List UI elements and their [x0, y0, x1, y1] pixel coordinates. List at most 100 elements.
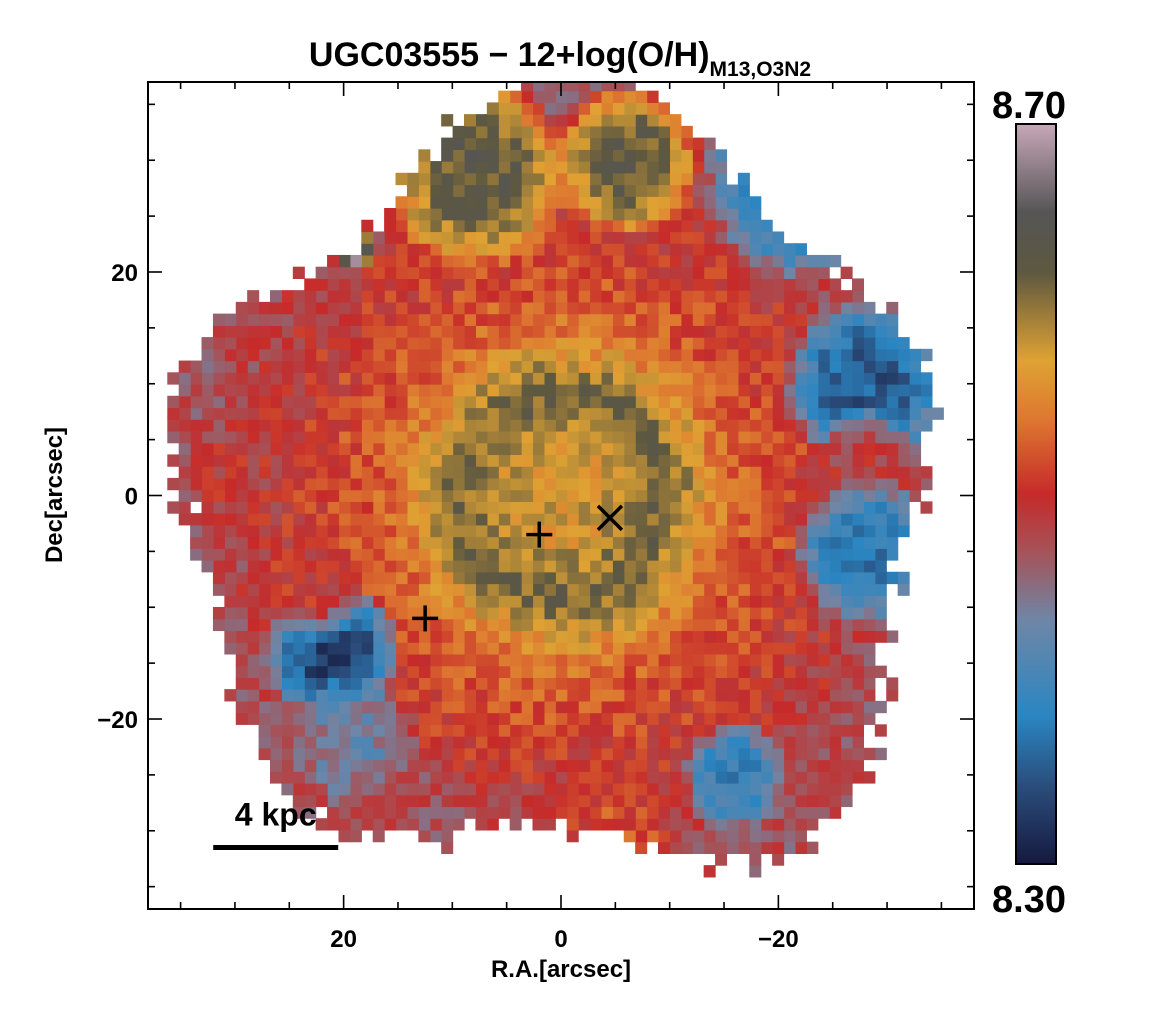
- heatmap-cell: [304, 560, 317, 573]
- heatmap-cell: [338, 360, 351, 373]
- heatmap-cell: [646, 489, 659, 502]
- heatmap-cell: [669, 184, 682, 197]
- heatmap-cell: [817, 724, 830, 737]
- heatmap-cell: [646, 196, 659, 209]
- heatmap-cell: [543, 172, 556, 186]
- heatmap-cell: [509, 219, 522, 233]
- heatmap-cell: [395, 208, 408, 221]
- heatmap-cell: [635, 208, 648, 221]
- heatmap-cell: [703, 360, 716, 373]
- heatmap-cell: [680, 771, 693, 784]
- heatmap-cell: [292, 759, 305, 772]
- heatmap-cell: [600, 184, 613, 197]
- heatmap-cell: [612, 477, 625, 491]
- heatmap-cell: [543, 560, 556, 573]
- heatmap-cell: [909, 395, 922, 409]
- heatmap-cell: [247, 337, 260, 350]
- heatmap-cell: [498, 266, 511, 280]
- heatmap-cell: [658, 841, 671, 855]
- heatmap-cell: [372, 642, 385, 655]
- heatmap-cell: [886, 536, 899, 549]
- heatmap-cell: [395, 219, 408, 233]
- heatmap-cell: [829, 712, 842, 725]
- heatmap-cell: [521, 337, 534, 350]
- heatmap-cell: [475, 571, 488, 585]
- heatmap-cell: [304, 712, 317, 725]
- heatmap-cell: [429, 548, 442, 561]
- heatmap-cell: [543, 724, 556, 737]
- heatmap-cell: [338, 407, 351, 420]
- heatmap-cell: [680, 430, 693, 444]
- heatmap-cell: [327, 665, 340, 678]
- heatmap-cell: [532, 231, 545, 244]
- heatmap-cell: [829, 642, 842, 655]
- heatmap-cell: [658, 689, 671, 702]
- heatmap-cell: [475, 161, 488, 174]
- heatmap-cell: [760, 595, 773, 608]
- heatmap-cell: [429, 747, 442, 761]
- heatmap-cell: [486, 700, 499, 714]
- heatmap-cell: [612, 712, 625, 725]
- heatmap-cell: [555, 337, 568, 350]
- heatmap-cell: [509, 172, 522, 186]
- heatmap-cell: [521, 466, 534, 479]
- heatmap-cell: [680, 290, 693, 303]
- heatmap-cell: [578, 114, 591, 127]
- heatmap-cell: [680, 630, 693, 643]
- heatmap-cell: [509, 806, 522, 819]
- heatmap-cell: [600, 653, 613, 667]
- y-tick-label: 20: [111, 260, 138, 287]
- heatmap-cell: [395, 524, 408, 538]
- heatmap-cell: [498, 700, 511, 714]
- heatmap-cell: [715, 524, 728, 538]
- heatmap-cell: [395, 407, 408, 420]
- heatmap-cell: [384, 747, 397, 761]
- heatmap-cell: [760, 290, 773, 303]
- heatmap-cell: [669, 829, 682, 843]
- heatmap-cell: [247, 606, 260, 620]
- heatmap-cell: [509, 489, 522, 502]
- heatmap-cell: [463, 583, 477, 596]
- heatmap-cell: [498, 466, 511, 479]
- heatmap-cell: [521, 595, 534, 608]
- heatmap-cell: [840, 736, 853, 749]
- heatmap-cell: [726, 301, 739, 315]
- heatmap-cell: [692, 196, 705, 209]
- heatmap-cell: [612, 689, 625, 702]
- heatmap-cell: [897, 524, 910, 538]
- heatmap-cell: [235, 571, 248, 585]
- heatmap-cell: [292, 712, 305, 725]
- heatmap-cell: [658, 161, 671, 174]
- heatmap-cell: [635, 196, 648, 209]
- heatmap-cell: [269, 407, 283, 420]
- heatmap-cell: [452, 196, 465, 209]
- heatmap-cell: [486, 290, 499, 303]
- heatmap-cell: [384, 348, 397, 362]
- heatmap-cell: [452, 642, 465, 655]
- heatmap-cell: [703, 782, 716, 796]
- heatmap-cell: [372, 724, 385, 737]
- heatmap-cell: [566, 454, 579, 467]
- heatmap-cell: [543, 161, 556, 174]
- heatmap-cell: [783, 466, 796, 479]
- heatmap-cell: [429, 454, 442, 467]
- heatmap-cell: [726, 407, 739, 420]
- heatmap-cell: [794, 665, 807, 678]
- heatmap-cell: [772, 548, 785, 561]
- heatmap-cell: [680, 208, 693, 221]
- heatmap-cell: [783, 829, 796, 843]
- heatmap-cell: [498, 501, 511, 514]
- heatmap-cell: [726, 665, 739, 678]
- heatmap-cell: [372, 771, 385, 784]
- heatmap-cell: [772, 794, 785, 808]
- heatmap-cell: [201, 384, 214, 397]
- heatmap-cell: [429, 477, 442, 491]
- heatmap-cell: [600, 337, 613, 350]
- heatmap-cell: [315, 618, 328, 632]
- heatmap-cell: [646, 231, 659, 244]
- heatmap-cell: [737, 325, 750, 338]
- heatmap-cell: [281, 395, 294, 409]
- heatmap-cell: [578, 583, 591, 596]
- heatmap-cell: [794, 689, 807, 702]
- heatmap-cell: [852, 571, 865, 585]
